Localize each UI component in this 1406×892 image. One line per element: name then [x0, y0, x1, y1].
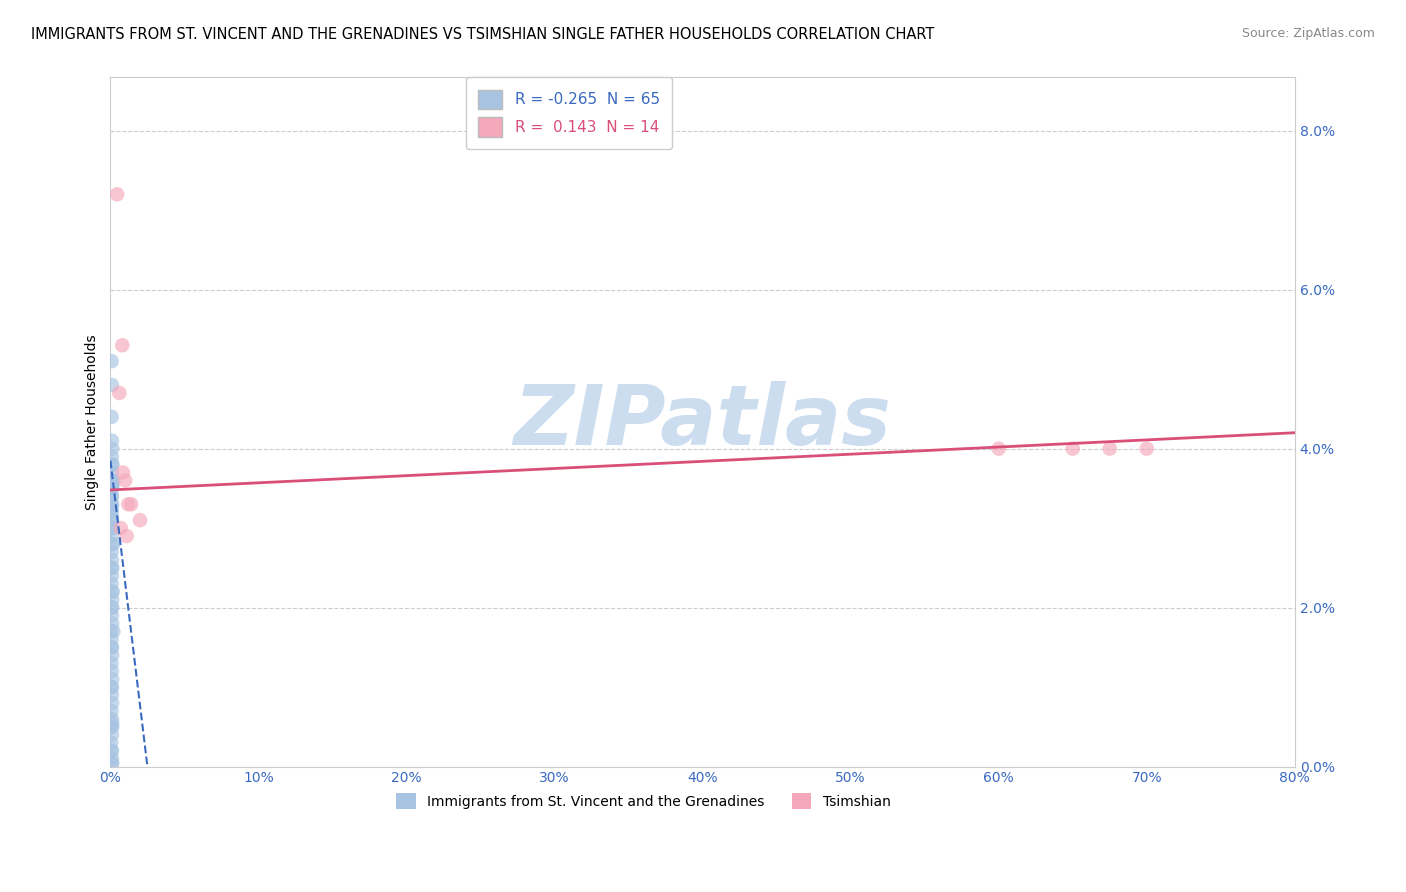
Point	[101, 481, 124, 495]
Point	[129, 513, 152, 527]
Point	[101, 561, 124, 575]
Point	[101, 477, 124, 491]
Point	[100, 600, 122, 615]
Y-axis label: Single Father Households: Single Father Households	[86, 334, 100, 510]
Point	[110, 521, 132, 535]
Point	[101, 553, 124, 567]
Point	[101, 466, 124, 480]
Point	[100, 744, 122, 758]
Point	[101, 489, 124, 503]
Point	[101, 672, 124, 686]
Text: ZIPatlas: ZIPatlas	[513, 382, 891, 462]
Point	[101, 712, 124, 726]
Point	[100, 736, 122, 750]
Point	[100, 489, 122, 503]
Point	[101, 474, 124, 488]
Point	[101, 450, 124, 464]
Point	[100, 545, 122, 559]
Point	[120, 497, 142, 511]
Point	[101, 616, 124, 631]
Point	[101, 501, 124, 516]
Point	[101, 584, 124, 599]
Point	[987, 442, 1010, 456]
Point	[101, 696, 124, 710]
Point	[108, 386, 131, 401]
Point	[101, 537, 124, 551]
Point	[101, 751, 124, 765]
Point	[101, 481, 124, 495]
Point	[1098, 442, 1121, 456]
Point	[111, 466, 134, 480]
Point	[100, 576, 122, 591]
Point	[101, 715, 124, 730]
Point	[101, 756, 124, 770]
Point	[100, 354, 122, 368]
Point	[100, 505, 122, 519]
Point	[103, 624, 125, 639]
Point	[101, 529, 124, 543]
Point	[100, 680, 122, 694]
Point	[101, 442, 124, 456]
Point	[1136, 442, 1159, 456]
Point	[103, 474, 125, 488]
Point	[101, 680, 124, 694]
Point	[101, 664, 124, 678]
Point	[101, 561, 124, 575]
Point	[111, 338, 134, 352]
Point	[101, 648, 124, 663]
Point	[100, 720, 122, 734]
Point	[100, 704, 122, 718]
Point	[101, 744, 124, 758]
Point	[101, 592, 124, 607]
Point	[101, 378, 124, 392]
Point	[101, 757, 124, 772]
Point	[100, 624, 122, 639]
Point	[101, 513, 124, 527]
Point	[101, 640, 124, 655]
Point	[100, 521, 122, 535]
Point	[100, 521, 122, 535]
Text: Source: ZipAtlas.com: Source: ZipAtlas.com	[1241, 27, 1375, 40]
Point	[117, 497, 139, 511]
Point	[101, 728, 124, 742]
Point	[100, 497, 122, 511]
Point	[115, 529, 138, 543]
Point	[1062, 442, 1084, 456]
Point	[100, 640, 122, 655]
Point	[100, 632, 122, 647]
Point	[100, 409, 122, 424]
Point	[101, 458, 124, 472]
Point	[101, 720, 124, 734]
Point	[101, 497, 124, 511]
Point	[101, 584, 124, 599]
Point	[101, 688, 124, 702]
Point	[100, 458, 122, 472]
Point	[101, 600, 124, 615]
Point	[101, 569, 124, 583]
Text: IMMIGRANTS FROM ST. VINCENT AND THE GRENADINES VS TSIMSHIAN SINGLE FATHER HOUSEH: IMMIGRANTS FROM ST. VINCENT AND THE GREN…	[31, 27, 935, 42]
Point	[101, 537, 124, 551]
Point	[114, 474, 136, 488]
Point	[100, 657, 122, 671]
Point	[101, 608, 124, 623]
Point	[101, 509, 124, 524]
Point	[101, 434, 124, 448]
Legend: Immigrants from St. Vincent and the Grenadines, Tsimshian: Immigrants from St. Vincent and the Gren…	[391, 788, 896, 814]
Point	[105, 187, 128, 202]
